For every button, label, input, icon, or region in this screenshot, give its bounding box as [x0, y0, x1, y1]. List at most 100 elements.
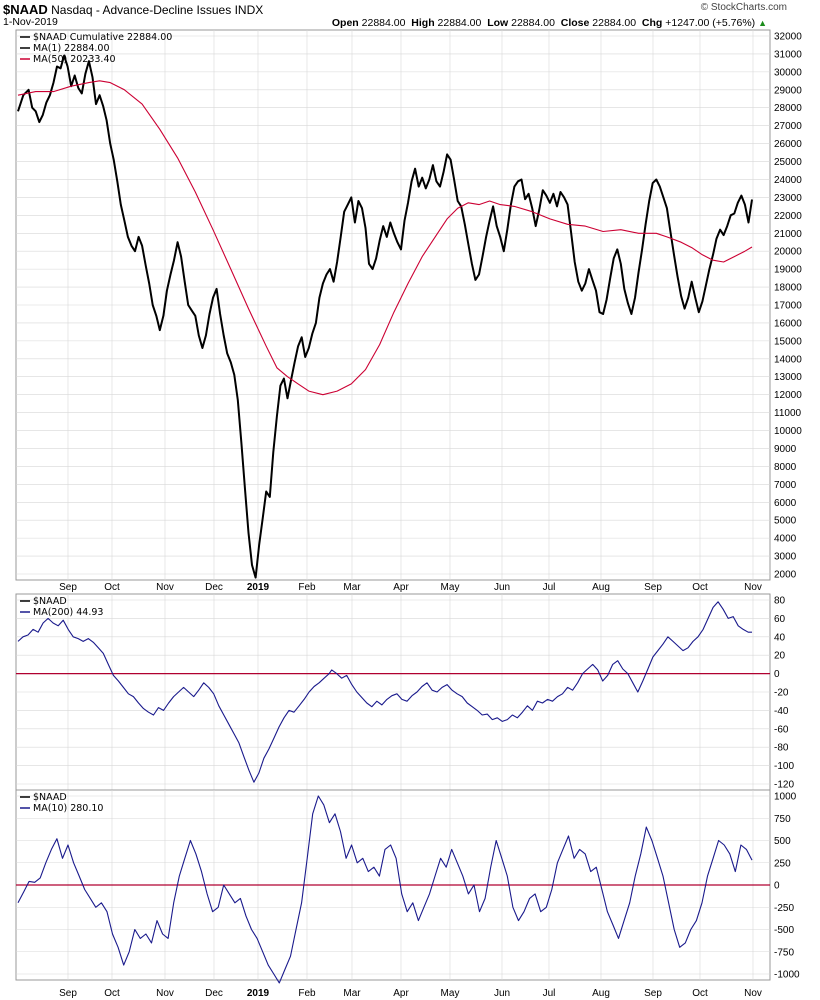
y-tick-label: 40 [774, 632, 786, 643]
up-arrow-icon: ▲ [758, 18, 767, 28]
y-tick-label: 32000 [774, 32, 802, 43]
x-tick-label: Oct [104, 582, 120, 593]
x-tick-label: Aug [592, 582, 610, 593]
x-tick-label: Oct [692, 582, 708, 593]
series-line-ma-10- [17, 795, 753, 984]
y-tick-label: 20 [774, 651, 786, 662]
y-tick-label: 16000 [774, 318, 802, 329]
x-tick-label: Dec [205, 582, 223, 593]
x-tick-label: Apr [393, 988, 409, 999]
x-tick-label: Nov [744, 988, 762, 999]
y-tick-label: 21000 [774, 229, 802, 240]
low-value: 22884.00 [511, 17, 555, 29]
x-tick-label: Mar [343, 582, 361, 593]
y-tick-label: 17000 [774, 301, 802, 312]
x-tick-label: Jun [494, 988, 510, 999]
y-tick-label: 24000 [774, 175, 802, 186]
x-tick-label: Jul [543, 582, 556, 593]
x-tick-label: Feb [298, 988, 316, 999]
x-tick-label: Dec [205, 988, 223, 999]
y-tick-label: 12000 [774, 390, 802, 401]
x-tick-label: Sep [644, 582, 662, 593]
y-tick-label: 18000 [774, 283, 802, 294]
series-line--naad-cumulative [17, 54, 753, 579]
x-tick-label: Sep [59, 988, 77, 999]
x-tick-label: Nov [156, 582, 174, 593]
y-tick-label: -20 [774, 688, 789, 699]
y-tick-label: 250 [774, 858, 791, 869]
y-tick-label: 0 [774, 669, 780, 680]
y-tick-label: 26000 [774, 139, 802, 150]
y-tick-label: 9000 [774, 444, 797, 455]
chg-label: Chg [641, 17, 663, 29]
y-tick-label: -100 [774, 761, 794, 772]
x-tick-label: May [441, 988, 460, 999]
y-tick-label: 14000 [774, 354, 802, 365]
legend-entry: MA(200) 44.93 [33, 607, 103, 618]
legend-entry: $NAAD [33, 792, 67, 803]
y-tick-label: -80 [774, 743, 789, 754]
y-tick-label: 5000 [774, 516, 797, 527]
y-tick-label: -750 [774, 947, 794, 958]
y-tick-label: 28000 [774, 103, 802, 114]
y-tick-label: 29000 [774, 85, 802, 96]
x-tick-label: May [441, 582, 460, 593]
y-tick-label: 13000 [774, 372, 802, 383]
x-tick-label: Feb [298, 582, 316, 593]
close-label: Close [560, 17, 590, 29]
series-line-ma-200- [17, 601, 752, 783]
open-label: Open [331, 17, 359, 29]
x-tick-label: Apr [393, 582, 409, 593]
x-tick-label: 2019 [247, 582, 270, 593]
y-tick-label: 60 [774, 614, 786, 625]
x-tick-label: Mar [343, 988, 361, 999]
x-tick-label: Oct [104, 988, 120, 999]
y-tick-label: 19000 [774, 265, 802, 276]
y-tick-label: 80 [774, 596, 786, 607]
y-tick-label: 3000 [774, 552, 797, 563]
quote-line: 1-Nov-2019 Open 22884.00 High 22884.00 L… [3, 16, 817, 30]
x-tick-label: Sep [59, 582, 77, 593]
y-tick-label: 500 [774, 836, 791, 847]
x-tick-label: Oct [692, 988, 708, 999]
y-tick-label: 0 [774, 881, 780, 892]
x-tick-label: Nov [156, 988, 174, 999]
y-tick-label: 10000 [774, 426, 802, 437]
y-tick-label: 4000 [774, 534, 797, 545]
chart-header: $NAAD Nasdaq - Advance-Decline Issues IN… [3, 2, 817, 18]
y-tick-label: -500 [774, 925, 794, 936]
x-tick-label: Sep [644, 988, 662, 999]
y-tick-label: -1000 [774, 970, 800, 981]
y-tick-label: 31000 [774, 49, 802, 60]
quote-date: 1-Nov-2019 [3, 16, 58, 28]
brand-text: © StockCharts.com [700, 2, 787, 13]
y-tick-label: -120 [774, 780, 794, 791]
low-label: Low [487, 17, 509, 29]
chg-value: +1247.00 (+5.76%) [665, 17, 756, 29]
x-tick-label: Jul [543, 988, 556, 999]
y-tick-label: 8000 [774, 462, 797, 473]
y-tick-label: 20000 [774, 247, 802, 258]
legend-entry: MA(10) 280.10 [33, 803, 103, 814]
legend-entry: $NAAD [33, 596, 67, 607]
x-tick-label: Jun [494, 582, 510, 593]
y-tick-label: 30000 [774, 67, 802, 78]
symbol-label: $NAAD [3, 2, 48, 17]
y-tick-label: 22000 [774, 211, 802, 222]
exchange-label: INDX [234, 3, 264, 17]
high-value: 22884.00 [437, 17, 482, 29]
symbol-description: Nasdaq - Advance-Decline Issues [51, 3, 232, 17]
y-tick-label: -60 [774, 724, 789, 735]
ohlc-values: Open 22884.00 High 22884.00 Low 22884.00… [332, 17, 767, 29]
y-tick-label: 7000 [774, 480, 797, 491]
y-tick-label: -250 [774, 903, 794, 914]
legend-entry: $NAAD Cumulative 22884.00 [33, 32, 172, 43]
y-tick-label: 11000 [774, 408, 802, 419]
x-tick-label: 2019 [247, 988, 270, 999]
y-tick-label: 2000 [774, 570, 797, 581]
y-tick-label: 25000 [774, 157, 802, 168]
open-value: 22884.00 [361, 17, 406, 29]
y-tick-label: 1000 [774, 792, 797, 803]
y-tick-label: 15000 [774, 336, 802, 347]
